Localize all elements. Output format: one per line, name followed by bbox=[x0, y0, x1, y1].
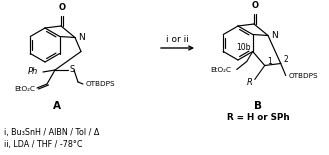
Text: O: O bbox=[251, 1, 259, 10]
Text: N: N bbox=[271, 31, 278, 40]
Text: B: B bbox=[254, 101, 262, 111]
Text: O: O bbox=[59, 3, 65, 12]
Text: EtO₂C: EtO₂C bbox=[211, 66, 232, 73]
Text: Ph: Ph bbox=[28, 67, 38, 77]
Text: EtO₂C: EtO₂C bbox=[14, 86, 35, 92]
Text: A: A bbox=[53, 101, 61, 111]
Text: i or ii: i or ii bbox=[166, 35, 189, 44]
Text: 10b: 10b bbox=[236, 43, 251, 52]
Text: 2: 2 bbox=[284, 55, 289, 64]
Text: S: S bbox=[69, 66, 75, 75]
Text: 1: 1 bbox=[267, 57, 271, 66]
Text: R: R bbox=[247, 78, 253, 87]
Text: ii, LDA / THF / -78°C: ii, LDA / THF / -78°C bbox=[4, 140, 83, 148]
Text: OTBDPS: OTBDPS bbox=[86, 81, 115, 87]
Text: OTBDPS: OTBDPS bbox=[289, 73, 318, 80]
Text: i, Bu₃SnH / AIBN / Tol / Δ: i, Bu₃SnH / AIBN / Tol / Δ bbox=[4, 128, 99, 137]
Text: R = H or SPh: R = H or SPh bbox=[227, 113, 289, 122]
Text: N: N bbox=[78, 33, 85, 42]
